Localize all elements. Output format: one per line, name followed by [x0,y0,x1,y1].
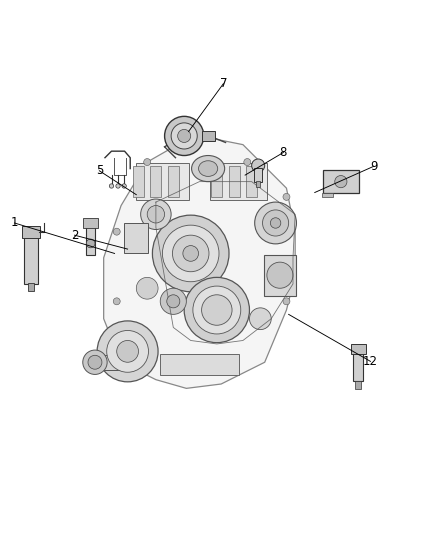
Bar [133,166,144,197]
Bar [210,163,267,200]
Bar [22,225,40,238]
Text: 7: 7 [219,77,227,90]
Text: 9: 9 [370,160,377,173]
Text: 2: 2 [71,229,78,241]
Bar [168,166,179,197]
Ellipse shape [110,184,114,188]
Ellipse shape [283,193,290,200]
Bar [229,166,240,197]
Ellipse shape [88,356,102,369]
Bar [150,166,161,197]
Ellipse shape [244,158,251,166]
Ellipse shape [125,271,265,367]
Ellipse shape [201,295,232,325]
Ellipse shape [250,308,271,329]
Ellipse shape [113,298,120,305]
Ellipse shape [113,228,120,235]
Bar [160,354,239,375]
Bar [353,352,363,382]
Ellipse shape [117,341,138,362]
Ellipse shape [173,235,209,272]
Ellipse shape [283,298,290,305]
Ellipse shape [167,295,180,308]
Bar [25,236,38,284]
Bar [89,354,122,370]
Bar [254,168,262,182]
Ellipse shape [160,288,186,314]
Ellipse shape [107,330,148,372]
Ellipse shape [141,199,171,230]
Bar [124,223,148,254]
Ellipse shape [270,218,281,228]
Text: 12: 12 [363,355,378,368]
Ellipse shape [165,116,204,156]
Bar [256,181,260,187]
Bar [322,192,333,197]
Ellipse shape [122,184,126,188]
Ellipse shape [147,206,165,223]
Bar [83,218,98,228]
Ellipse shape [267,262,293,288]
Text: 8: 8 [280,146,287,159]
Text: 5: 5 [95,164,103,177]
Ellipse shape [162,225,219,282]
Ellipse shape [191,156,225,182]
Ellipse shape [254,202,297,244]
Polygon shape [104,136,295,389]
Bar [323,171,359,193]
Bar [28,282,35,292]
Ellipse shape [171,123,197,149]
Ellipse shape [335,175,347,188]
Bar [355,381,361,389]
Text: 1: 1 [11,216,18,230]
Bar [212,166,222,197]
Bar [264,255,296,296]
Ellipse shape [83,350,107,375]
Bar [136,163,188,200]
Ellipse shape [198,161,218,176]
Bar [351,344,366,354]
Bar [86,227,95,255]
Bar [246,166,257,197]
Ellipse shape [116,184,120,188]
Ellipse shape [127,162,280,266]
Ellipse shape [178,130,191,142]
Ellipse shape [252,159,265,172]
Ellipse shape [262,210,289,236]
Ellipse shape [136,277,158,299]
Ellipse shape [183,246,198,261]
Bar [201,131,215,141]
Ellipse shape [86,239,95,248]
Ellipse shape [144,158,151,166]
Ellipse shape [97,321,158,382]
Ellipse shape [152,215,229,292]
Ellipse shape [184,277,250,343]
Ellipse shape [193,286,241,334]
Ellipse shape [115,160,284,373]
